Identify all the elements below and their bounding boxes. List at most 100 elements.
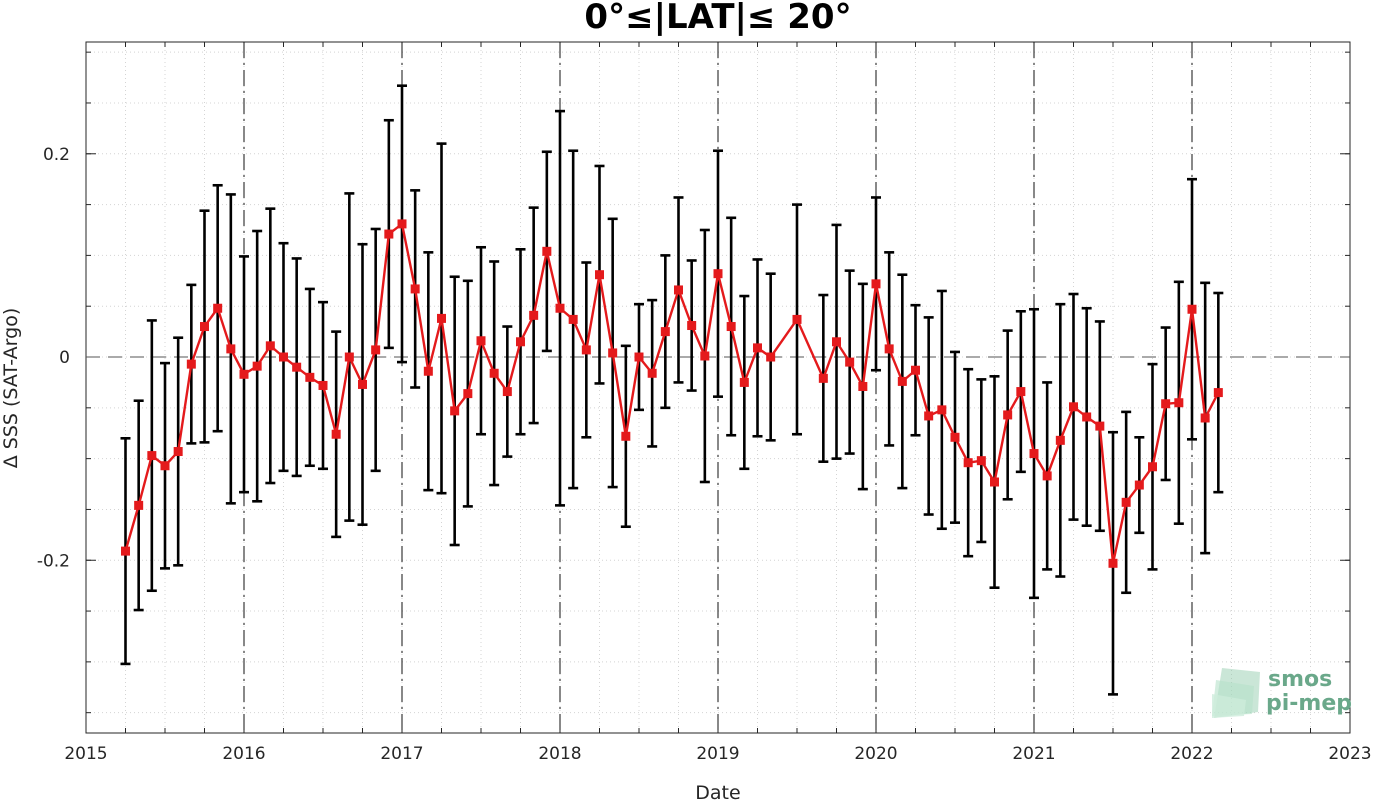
data-point-marker: [437, 313, 446, 323]
data-point-marker: [739, 377, 749, 387]
data-point-marker: [950, 432, 960, 442]
data-point-marker: [134, 500, 144, 510]
data-point-marker: [200, 322, 209, 332]
data-point-marker: [147, 451, 157, 461]
data-point-marker: [818, 373, 828, 383]
data-point-marker: [529, 310, 539, 320]
data-point-marker: [384, 229, 394, 239]
x-tick-label: 2015: [64, 744, 107, 764]
data-point-marker: [410, 284, 420, 294]
data-point-marker: [845, 357, 855, 367]
data-point-marker: [595, 270, 604, 280]
data-point-marker: [1108, 558, 1118, 568]
data-point-marker: [305, 372, 315, 382]
data-point-marker: [318, 380, 328, 390]
x-tick-label: 2021: [1012, 744, 1055, 764]
data-point-marker: [832, 337, 841, 347]
x-axis-label: Date: [695, 782, 740, 801]
data-point-marker: [792, 314, 802, 324]
y-tick-label: -0.2: [37, 551, 70, 571]
data-point-marker: [423, 366, 433, 376]
data-point-marker: [1082, 412, 1092, 422]
data-point-marker: [937, 405, 947, 415]
y-tick-label: 0: [59, 348, 70, 368]
data-point-marker: [160, 461, 170, 471]
data-point-marker: [1148, 462, 1157, 472]
data-point-marker: [687, 321, 697, 331]
data-point-marker: [213, 303, 223, 313]
y-tick-labels: 0.2 0 -0.2: [37, 145, 70, 571]
data-point-marker: [674, 285, 683, 295]
data-point-marker: [1187, 304, 1197, 314]
data-point-marker: [963, 458, 973, 468]
data-point-marker: [489, 368, 499, 378]
data-point-marker: [516, 337, 525, 347]
data-point-marker: [766, 352, 776, 362]
data-point-marker: [358, 379, 367, 389]
data-point-marker: [463, 389, 473, 399]
data-point-marker: [660, 327, 670, 337]
series-line: [124, 222, 1220, 565]
data-point-marker: [1069, 402, 1078, 412]
data-point-marker: [265, 341, 275, 351]
data-point-marker: [1042, 471, 1052, 481]
data-point-marker: [239, 369, 249, 379]
x-tick-label: 2022: [1170, 744, 1213, 764]
data-point-marker: [1200, 413, 1210, 423]
data-markers: [121, 219, 1223, 568]
data-point-marker: [1003, 410, 1013, 420]
x-tick-label: 2018: [538, 744, 581, 764]
y-axis-label: Δ SSS (SAT-Argo): [0, 308, 22, 468]
data-point-marker: [555, 303, 565, 313]
data-point-marker: [713, 269, 723, 279]
data-point-marker: [121, 546, 130, 556]
x-tick-label: 2023: [1328, 744, 1371, 764]
data-point-marker: [1095, 421, 1105, 431]
data-point-marker: [186, 359, 196, 369]
data-point-marker: [976, 456, 986, 466]
data-point-marker: [292, 362, 302, 372]
data-point-marker: [173, 447, 183, 457]
data-point-marker: [397, 219, 407, 229]
data-point-marker: [897, 376, 907, 386]
data-point-marker: [753, 343, 762, 353]
data-point-marker: [476, 336, 486, 346]
data-point-marker: [911, 365, 920, 375]
data-point-marker: [344, 352, 354, 362]
logo-line1: smos: [1268, 667, 1332, 692]
data-point-marker: [331, 429, 341, 439]
smos-pi-mep-logo: smos pi-mep: [1212, 667, 1352, 718]
chart-title: 0°≤|LAT|≤ 20°: [584, 0, 851, 37]
y-tick-label: 0.2: [43, 145, 70, 165]
data-point-marker: [924, 411, 934, 421]
data-point-marker: [858, 381, 868, 391]
x-tick-label: 2020: [854, 744, 897, 764]
data-point-marker: [634, 352, 644, 362]
data-point-marker: [621, 431, 631, 441]
logo-wave-icon: [1212, 668, 1260, 718]
data-point-marker: [1016, 387, 1026, 397]
x-tick-labels: 2015 2016 2017 2018 2019 2020 2021 2022 2023: [64, 744, 1371, 764]
data-point-marker: [726, 322, 736, 332]
data-point-marker: [990, 477, 999, 487]
data-point-marker: [542, 246, 552, 256]
data-point-marker: [450, 406, 460, 416]
data-point-marker: [279, 352, 288, 362]
data-point-marker: [581, 345, 591, 355]
x-tick-label: 2017: [380, 744, 423, 764]
x-tick-label: 2019: [696, 744, 739, 764]
data-point-marker: [1029, 449, 1039, 459]
data-series-line: [124, 222, 1220, 565]
data-point-marker: [871, 279, 881, 289]
data-point-marker: [1213, 388, 1223, 398]
data-point-marker: [1055, 435, 1065, 445]
data-point-marker: [884, 344, 894, 354]
x-tick-label: 2016: [222, 744, 265, 764]
data-point-marker: [1121, 497, 1131, 507]
data-point-marker: [252, 361, 262, 371]
data-point-marker: [568, 314, 578, 324]
data-point-marker: [371, 345, 381, 355]
data-point-marker: [700, 351, 710, 361]
